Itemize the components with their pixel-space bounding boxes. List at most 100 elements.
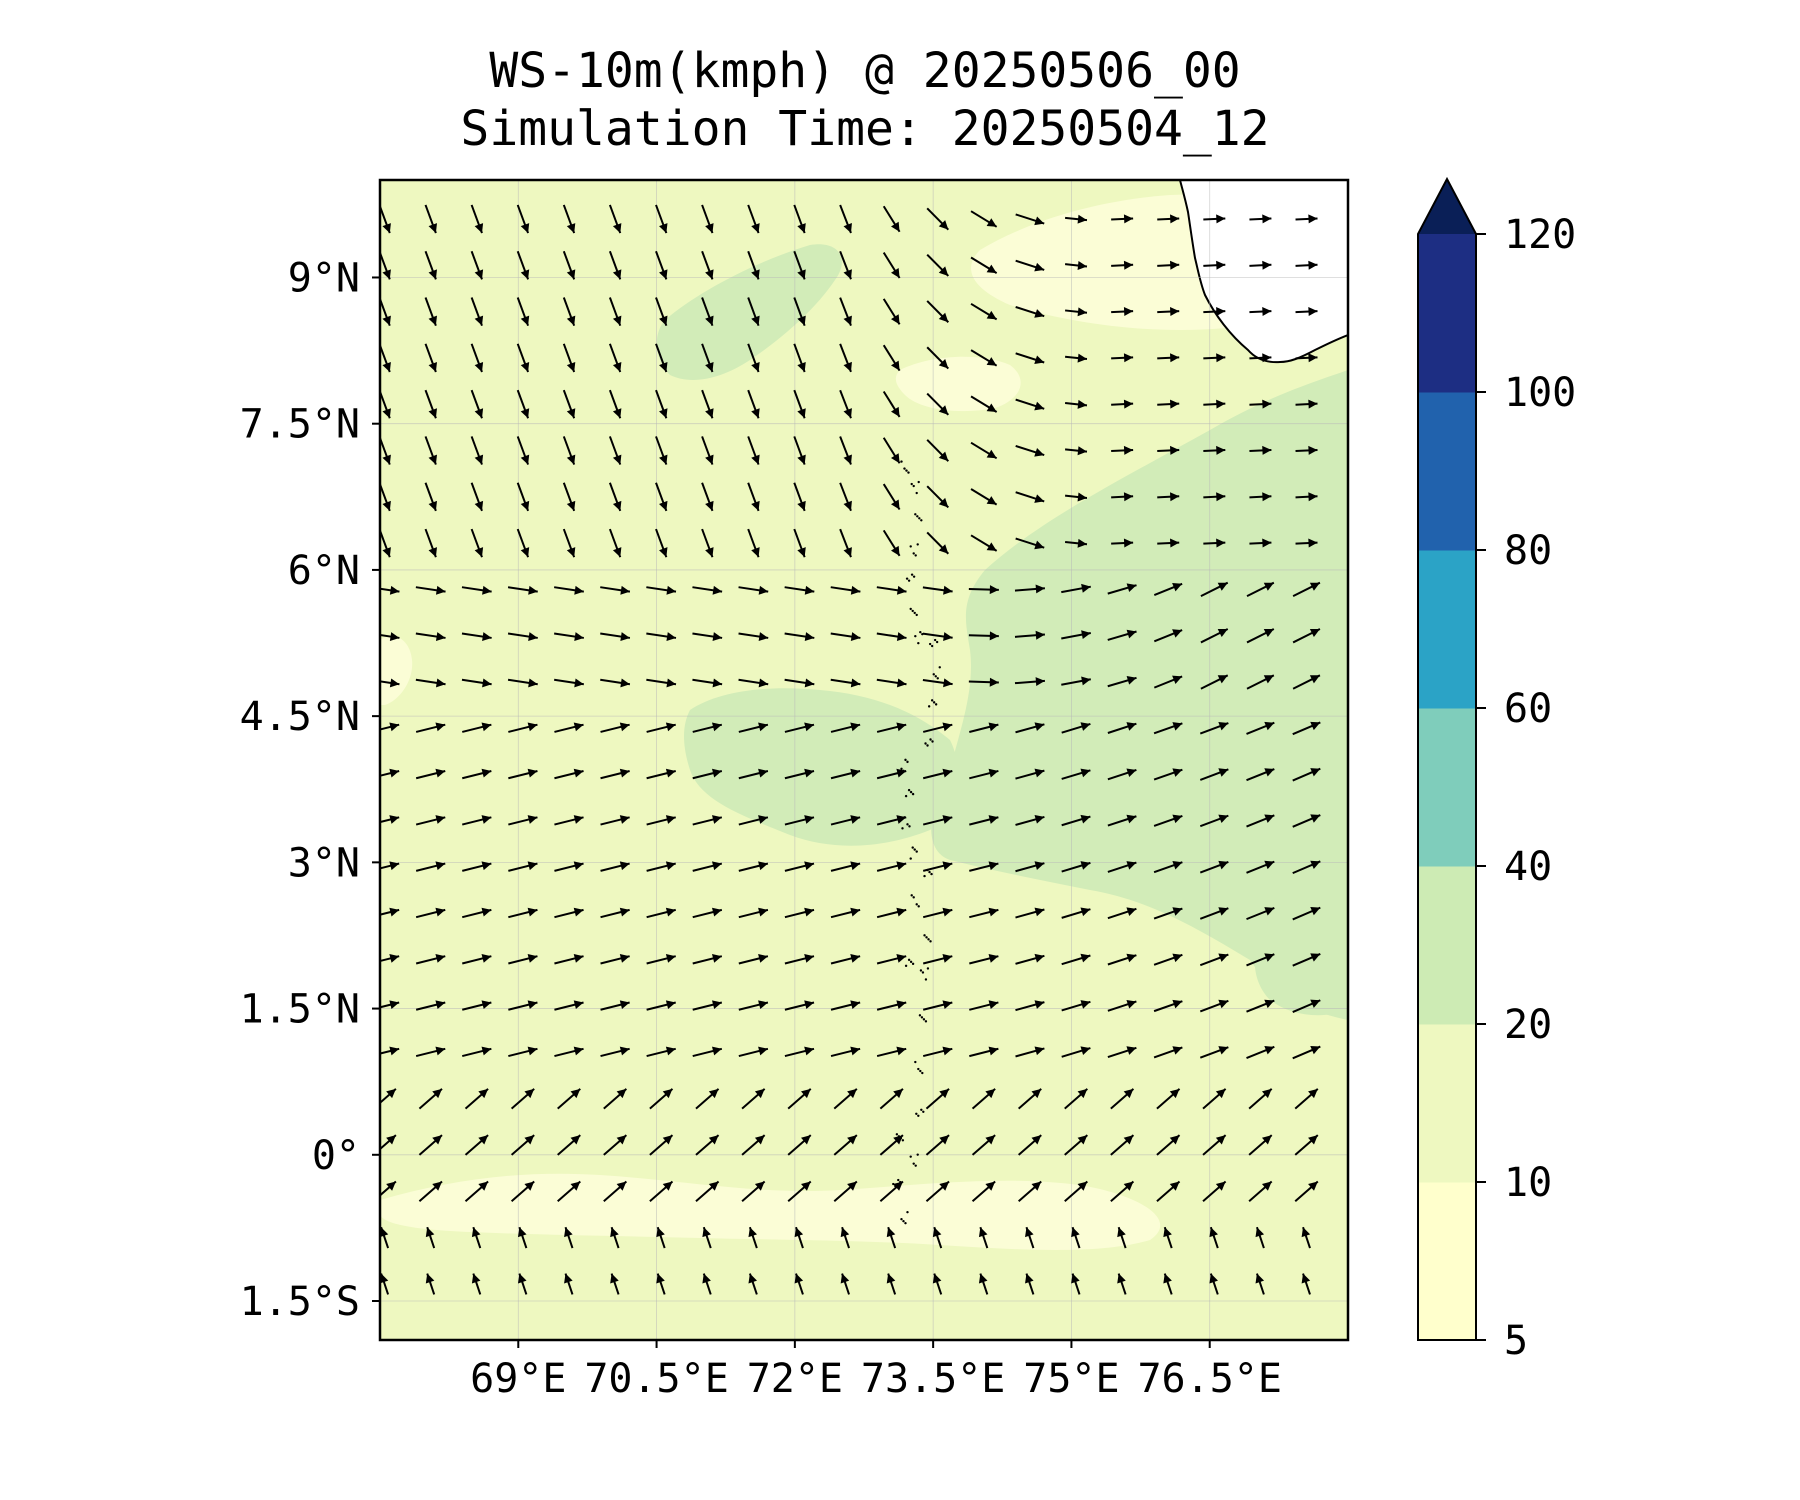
wind-arrow-head [804, 907, 815, 917]
island-dot [915, 903, 918, 906]
island-dot [909, 1155, 912, 1158]
wind-arrow-head [1080, 861, 1091, 870]
wind-arrow-head [666, 632, 677, 642]
island-dot [910, 482, 913, 486]
wind-arrow-head [850, 954, 861, 963]
island-dot [910, 894, 913, 897]
wind-arrow-head [896, 1000, 907, 1010]
lon-tick-label: 70.5°E [584, 1356, 729, 1402]
wind-arrow-head [1218, 860, 1229, 870]
wind-arrow-head [986, 218, 997, 227]
wind-arrow-head [758, 1046, 768, 1056]
lat-tick-label: 6°N [288, 548, 360, 594]
island-dot [904, 964, 908, 968]
island-dot [915, 850, 918, 853]
wind-arrow-head [804, 861, 815, 871]
wind-arrow-head [1035, 630, 1045, 640]
island-dot [917, 480, 920, 484]
lon-tick-label: 75°E [1023, 1356, 1119, 1402]
wind-arrow-head [1218, 768, 1229, 777]
wind-arrow-head [850, 1000, 861, 1010]
wind-arrow-head [1308, 445, 1318, 455]
wind-arrow-head [1126, 768, 1137, 778]
wind-arrow-head [1170, 260, 1180, 270]
wind-arrow-head [566, 500, 576, 511]
wind-arrow-head [1308, 538, 1318, 548]
wind-arrow-head [665, 954, 676, 963]
wind-arrow-head [1126, 629, 1137, 639]
wind-arrow-head [481, 861, 492, 871]
island-dot [931, 740, 934, 743]
wind-arrow-head [520, 223, 530, 234]
colorbar-tick-label: 100 [1504, 370, 1576, 416]
wind-arrow-head [1172, 1046, 1183, 1055]
wind-arrow-head [804, 678, 815, 688]
wind-arrow-head [1264, 814, 1275, 823]
wind-arrow-head [386, 1135, 396, 1145]
lon-tick-label: 72°E [747, 1356, 843, 1402]
wind-arrow-head [482, 678, 492, 688]
wind-arrow-head [942, 907, 953, 917]
wind-arrow-head [1172, 999, 1183, 1009]
title-line-1: WS-10m(kmph) @ 20250506_00 [489, 43, 1241, 99]
wind-arrow-head [564, 1227, 573, 1238]
wind-arrow-head [1218, 999, 1229, 1009]
wind-arrow-head [665, 861, 676, 871]
wind-arrow-head [527, 861, 538, 871]
wind-arrow-head [665, 1046, 676, 1056]
wind-arrow-head [886, 1273, 896, 1284]
wind-arrow-head [1169, 1135, 1180, 1145]
wind-arrow-head [612, 500, 622, 511]
wind-arrow-head [942, 1046, 953, 1056]
wind-arrow-head [1034, 814, 1045, 824]
island-dot [925, 936, 928, 939]
wind-arrow-head [1077, 214, 1087, 224]
wind-arrow-head [1123, 399, 1134, 409]
wind-arrow-head [1310, 721, 1321, 731]
wind-arrow-head [1308, 399, 1318, 409]
wind-arrow-head [665, 907, 676, 917]
wind-arrow-head [938, 266, 949, 276]
wind-arrow-head [1216, 445, 1226, 455]
wind-arrow-head [1301, 1227, 1311, 1238]
colorbar-tick-label: 120 [1504, 212, 1576, 258]
colorbar-segment [1418, 1024, 1476, 1183]
wind-arrow-head [1034, 1046, 1045, 1056]
wind-arrow-head [389, 722, 400, 732]
island-dot [911, 609, 914, 613]
wind-arrow-head [659, 269, 668, 280]
wind-arrow-head [620, 632, 630, 642]
wind-arrow-head [428, 223, 438, 234]
contour-5-10-southern-band [380, 1173, 1161, 1250]
wind-arrow-head [850, 815, 861, 824]
wind-arrow-head [1035, 677, 1045, 687]
wind-arrow-head [748, 1273, 758, 1284]
wind-arrow-head [1172, 722, 1183, 731]
lat-tick-label: 3°N [288, 840, 360, 886]
island-dot [927, 938, 930, 941]
wind-arrow-head [471, 1273, 481, 1284]
wind-arrow-head [1123, 307, 1134, 316]
wind-arrow-head [527, 954, 538, 963]
wind-arrow-head [619, 861, 630, 871]
wind-arrow-head [705, 315, 714, 326]
lat-tick-label: 7.5°N [240, 402, 360, 448]
island-dot [895, 1133, 899, 1136]
wind-arrow-head [1123, 1181, 1134, 1191]
wind-arrow-head [712, 861, 722, 871]
island-dot [901, 827, 904, 830]
wind-arrow-head [891, 545, 900, 556]
wind-arrow-head [1126, 907, 1137, 916]
wind-arrow-head [1025, 1273, 1034, 1284]
wind-arrow-head [758, 632, 769, 642]
wind-arrow-head [566, 315, 576, 326]
wind-arrow-head [850, 907, 861, 917]
island-dot [905, 577, 909, 580]
wind-arrow-head [1215, 1181, 1226, 1191]
wind-arrow-head [612, 408, 622, 419]
wind-arrow-head [794, 1227, 804, 1238]
wind-arrow-head [1264, 860, 1275, 870]
wind-arrow-head [751, 500, 760, 511]
island-dot [910, 573, 914, 576]
wind-arrow-head [843, 500, 852, 511]
